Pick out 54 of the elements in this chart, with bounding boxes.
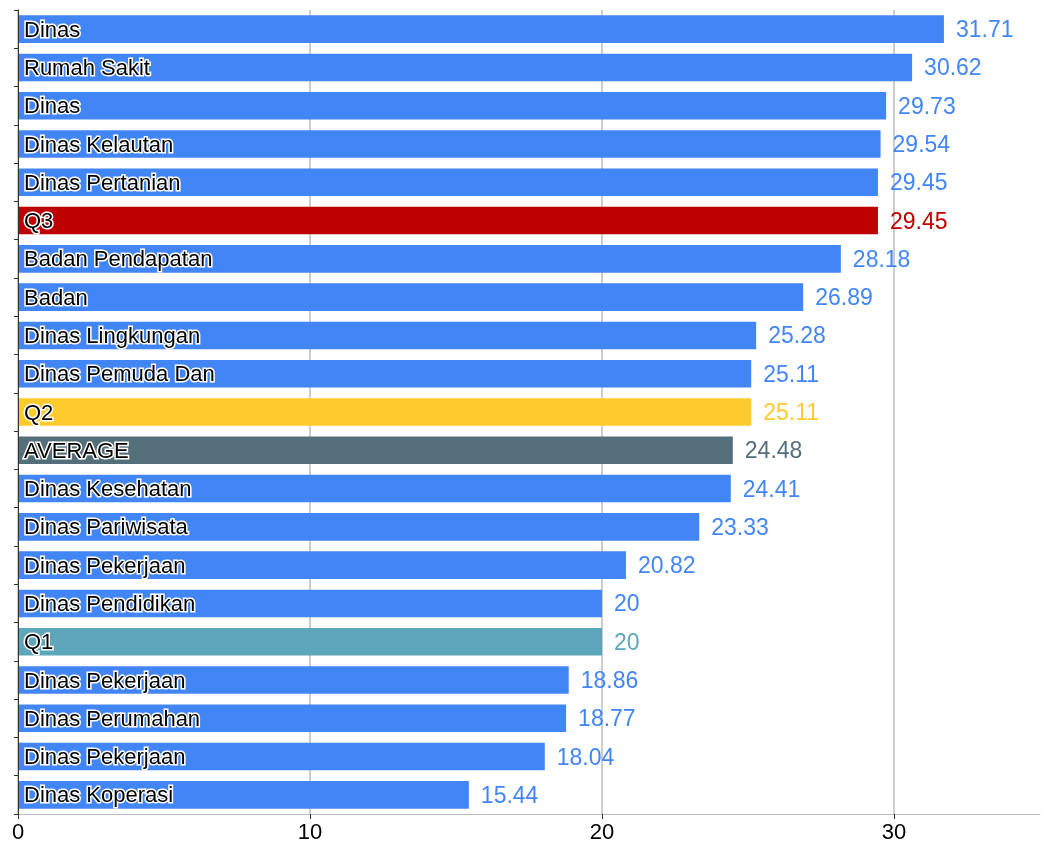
y-tick-label: Q3 — [24, 208, 54, 234]
data-label: 30.62 — [924, 54, 982, 81]
bar — [18, 130, 881, 158]
y-tick-label: Q1 — [24, 629, 54, 655]
x-tick-label: 30 — [881, 818, 907, 844]
y-tick-label: Dinas Pertanian — [24, 169, 181, 195]
data-label: 24.48 — [744, 437, 803, 464]
y-tick-label: Dinas Koperasi — [24, 782, 174, 808]
bar — [18, 283, 804, 311]
data-label: 25.28 — [768, 322, 826, 349]
data-label: 15.44 — [480, 781, 539, 808]
y-tick-label: Dinas — [24, 93, 81, 119]
y-tick-label: Dinas — [24, 16, 81, 42]
y-tick-label: Dinas Perumahan — [24, 705, 201, 731]
y-tick-label: Badan — [24, 284, 88, 310]
data-label: 29.45 — [889, 169, 948, 196]
y-tick-label: Dinas Pekerjaan — [24, 552, 186, 578]
y-tick-label: AVERAGE — [24, 437, 129, 463]
y-tick-label: Dinas Pemuda Dan — [24, 361, 215, 387]
y-tick-label: Q2 — [24, 399, 54, 425]
data-label: 20.82 — [637, 552, 696, 579]
bar — [18, 91, 887, 120]
data-label: 28.18 — [852, 245, 911, 272]
data-label: 29.45 — [889, 207, 948, 234]
data-label: 29.73 — [898, 92, 956, 119]
bar — [18, 398, 752, 426]
y-tick-label: Dinas Pekerjaan — [24, 667, 186, 693]
y-tick-label: Dinas Kelautan — [24, 131, 174, 157]
data-label: 18.77 — [578, 705, 636, 732]
data-label: 20 — [614, 628, 640, 655]
y-tick-label: Dinas Pariwisata — [24, 514, 189, 540]
x-tick-label: 10 — [297, 818, 323, 844]
y-tick-label: Dinas Pendidikan — [24, 590, 196, 616]
data-label: 18.04 — [556, 743, 615, 770]
data-label: 31.71 — [955, 16, 1014, 43]
data-label: 20 — [614, 590, 640, 617]
data-label: 25.11 — [763, 399, 820, 425]
data-label: 18.86 — [580, 667, 639, 693]
bar — [18, 15, 944, 43]
bar — [18, 627, 602, 656]
data-label: 26.89 — [815, 284, 873, 311]
y-tick-label: Dinas Lingkungan — [24, 322, 201, 348]
bar — [18, 53, 913, 82]
data-label: 25.11 — [763, 360, 820, 387]
y-tick-label: Badan Pendapatan — [24, 246, 213, 272]
data-label: 23.33 — [711, 513, 769, 540]
data-label: 24.41 — [742, 475, 801, 502]
y-tick-label: Dinas Kesehatan — [24, 476, 192, 502]
x-tick-label: 20 — [589, 818, 615, 844]
y-tick-label: Dinas Pekerjaan — [24, 744, 186, 770]
data-label: 29.54 — [892, 131, 951, 157]
x-tick-label: 0 — [11, 818, 25, 844]
bar — [18, 206, 878, 235]
y-tick-label: Rumah Sakit — [24, 54, 150, 80]
